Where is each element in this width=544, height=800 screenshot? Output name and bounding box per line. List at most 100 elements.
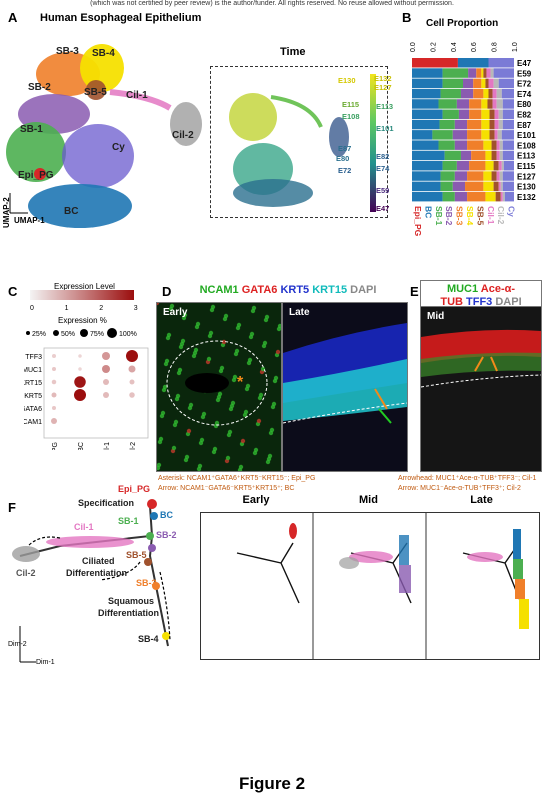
traj-sb2: SB-2 (156, 530, 177, 540)
bar-segment (454, 171, 468, 181)
x-tick-label: 0.0 (410, 42, 417, 52)
traj-sb5: SB-5 (126, 550, 147, 560)
chart-title: Cell Proportion (426, 18, 498, 29)
group-label: Cil-2 (130, 442, 137, 450)
label-sb4: SB-4 (92, 48, 115, 59)
bar-segment (483, 140, 492, 150)
time-label: E132 (374, 74, 392, 83)
gene-label: KRT5 (24, 393, 42, 400)
scale-tick: 1 (65, 305, 69, 312)
cluster-cil2-blob (170, 102, 202, 146)
late-label: Late (289, 307, 310, 318)
time-label: E80 (336, 154, 350, 163)
pct-legend-dot (53, 330, 59, 336)
group-label: BC (78, 442, 85, 450)
bar-segment (468, 68, 477, 78)
traj-cil2: Cil-2 (16, 568, 36, 578)
traj-epipg: Epi_PG (118, 484, 150, 494)
marker-dapi: DAPI (350, 284, 377, 296)
time-labels: E130 (338, 76, 356, 85)
bar-segment (438, 99, 457, 109)
bar-segment (488, 78, 494, 89)
bar-segment (473, 78, 482, 89)
bar-segment (502, 140, 514, 150)
traj-squamous: Squamous (108, 596, 154, 606)
panel-d-note-arrow: Arrow: NCAM1⁻GATA6⁻KRT5⁺KRT15⁺; BC (158, 485, 295, 492)
time-label: E101 (376, 124, 394, 133)
bar-segment (463, 78, 474, 89)
bar-segment (496, 171, 500, 181)
dotplot: 0 1 2 3 Expression % 25% 50% 75% 100% TFF3 MUC1… (24, 290, 149, 450)
bar-segment (467, 119, 482, 130)
legend-entry: Cy (507, 206, 517, 217)
bar-segment (483, 88, 489, 99)
early-label: Early (163, 307, 188, 318)
bar-segment (412, 78, 443, 89)
panel-label-c: C (8, 284, 18, 299)
bar-segment (444, 150, 461, 161)
time-label: E115 (342, 100, 360, 109)
traj-specification: Specification (78, 498, 134, 508)
time-label: E74 (376, 164, 390, 173)
expression-dot (128, 365, 136, 373)
label-sb2: SB-2 (28, 82, 51, 93)
pct-legend-dot (80, 329, 88, 337)
cluster-sb5-blob (86, 80, 106, 100)
expression-dot (51, 379, 57, 385)
bar-segment (412, 150, 445, 161)
stage-headers: Early Mid Late (200, 494, 538, 506)
category-label: E101 (517, 131, 536, 140)
bar-segment (412, 99, 439, 109)
stage-mid: Mid (359, 494, 378, 506)
category-label: E82 (517, 111, 532, 120)
bar-segment (440, 88, 461, 99)
time-label: E72 (338, 166, 352, 175)
bar-segment (491, 171, 497, 181)
pct-legend-label: 25% (32, 331, 46, 338)
bar-segment (498, 78, 514, 89)
time-label: E82 (376, 152, 390, 161)
bar-segment (457, 58, 489, 68)
bar-segment (493, 78, 499, 89)
traj-diff2: Differentiation (98, 608, 159, 618)
bar-segment (412, 68, 443, 78)
category-label: E74 (517, 90, 532, 99)
panel-label-f: F (8, 500, 16, 515)
x-tick-label: 1.0 (512, 42, 519, 52)
bar-segment (489, 130, 495, 140)
bar-segment (502, 109, 514, 119)
bar-segment (501, 130, 514, 140)
gene-label: GATA6 (24, 406, 42, 413)
pct-legend-dot (26, 331, 30, 335)
cluster-sb1-blob (6, 122, 66, 182)
bar-segment (456, 99, 470, 109)
traj-sb4: SB-4 (138, 634, 159, 644)
bar-segment (458, 109, 470, 119)
bar-segment (483, 181, 494, 192)
bar-segment (493, 161, 499, 171)
legend-entry: Cil-2 (496, 206, 506, 225)
pct-legend-label: 50% (61, 331, 75, 338)
bar-segment (493, 181, 499, 192)
expression-dot (52, 406, 56, 410)
bar-segment (440, 171, 455, 181)
bar-segment (498, 181, 501, 192)
category-label: E59 (517, 69, 532, 78)
category-label: E72 (517, 80, 532, 89)
expression-dot (52, 354, 56, 358)
marker-muc1: MUC1 (446, 283, 479, 295)
expression-dot (52, 367, 56, 371)
figure-caption: Figure 2 (238, 774, 306, 793)
bar-segment (494, 109, 499, 119)
stage-trajectory-panel (200, 512, 540, 660)
bar-segment (492, 99, 497, 109)
svg-text:*: * (237, 374, 244, 391)
bar-segment (486, 68, 491, 78)
traj-differentiation: Differentiation (66, 568, 127, 578)
bar-segment (498, 161, 502, 171)
bar-segment (476, 68, 482, 78)
x-tick-label: 0.8 (492, 42, 499, 52)
bar-segment (412, 109, 443, 119)
bar-segment (481, 99, 488, 109)
category-label: E80 (517, 100, 532, 109)
